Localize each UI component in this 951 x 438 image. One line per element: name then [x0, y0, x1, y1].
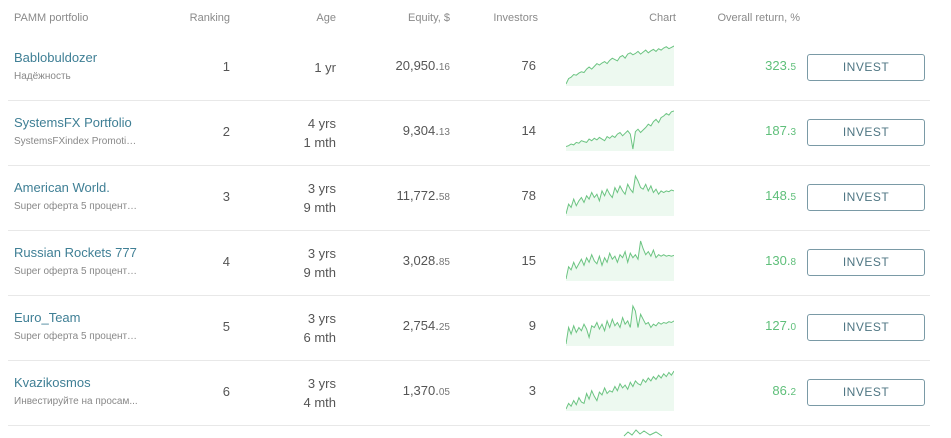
- table-header: PAMM portfolio Ranking Age Equity, $ Inv…: [0, 0, 951, 36]
- invest-button[interactable]: INVEST: [807, 184, 925, 211]
- column-header-pamm-portfolio[interactable]: PAMM portfolio: [14, 12, 89, 24]
- age-value: 1 yr: [314, 60, 336, 75]
- equity-chart: [566, 110, 674, 151]
- chart-area: [566, 241, 674, 281]
- invest-button[interactable]: INVEST: [807, 249, 925, 276]
- investors-count: 9: [528, 318, 536, 333]
- age-value: 3 yrs 4 mth: [303, 376, 336, 410]
- portfolio-name-link[interactable]: American World.: [14, 180, 110, 195]
- ranking-value: 5: [222, 319, 230, 334]
- table-row: SystemsFX Portfolio SystemsFXindex Promo…: [8, 101, 930, 166]
- column-header-age[interactable]: Age: [316, 12, 336, 24]
- portfolio-name-link[interactable]: Russian Rockets 777: [14, 245, 137, 260]
- portfolio-description: SystemsFXindex Promotio...: [14, 136, 139, 147]
- ranking-value: 1: [222, 59, 230, 74]
- portfolio-name-link[interactable]: Euro_Team: [14, 310, 81, 325]
- overall-return-value: 127.0: [765, 318, 796, 333]
- chart-line: [566, 110, 674, 150]
- equity-chart: [566, 45, 674, 86]
- ranking-value: 2: [222, 124, 230, 139]
- portfolio-description: Надёжность: [14, 71, 71, 82]
- chart-area: [566, 176, 674, 216]
- equity-chart: [566, 240, 674, 281]
- portfolio-description: Инвестируйте на просам...: [14, 396, 138, 407]
- table-row: Euro_Team Super оферта 5 процентов... 5 …: [8, 296, 930, 361]
- chart-line: [566, 370, 674, 410]
- investors-count: 3: [528, 383, 536, 398]
- table-row: Russian Rockets 777 Super оферта 5 проце…: [8, 231, 930, 296]
- equity-chart: [566, 304, 674, 346]
- chart-area: [566, 46, 674, 86]
- portfolio-name-link[interactable]: Kvazikosmos: [14, 375, 91, 390]
- age-value: 3 yrs 9 mth: [303, 246, 336, 280]
- invest-button[interactable]: INVEST: [807, 119, 925, 146]
- column-header-equity[interactable]: Equity, $: [408, 12, 450, 24]
- age-value: 3 yrs 6 mth: [303, 311, 336, 345]
- ranking-value: 4: [222, 254, 230, 269]
- portfolio-name-link[interactable]: Bablobuldozer: [14, 50, 98, 65]
- equity-value: 2,754.25: [402, 318, 450, 333]
- equity-value: 3,028.85: [402, 253, 450, 268]
- chart-line: [566, 304, 674, 345]
- overall-return-value: 187.3: [765, 123, 796, 138]
- equity-value: 1,370.05: [402, 383, 450, 398]
- chart-line: [566, 240, 674, 280]
- ranking-value: 6: [222, 384, 230, 399]
- equity-value: 20,950.16: [395, 58, 451, 73]
- invest-button[interactable]: INVEST: [807, 54, 925, 81]
- overall-return-value: 130.8: [765, 253, 796, 268]
- column-header-overall-return[interactable]: Overall return, %: [717, 12, 800, 24]
- equity-value: 9,304.13: [402, 123, 450, 138]
- investors-count: 15: [521, 253, 536, 268]
- portfolio-description: Super оферта 5 процентов...: [14, 266, 139, 277]
- overall-return-value: 323.5: [765, 58, 796, 73]
- portfolio-name-link[interactable]: SystemsFX Portfolio: [14, 115, 132, 130]
- equity-value: 11,772.58: [396, 188, 450, 203]
- table-row: American World. Super оферта 5 процентов…: [8, 166, 930, 231]
- equity-chart: [566, 370, 674, 411]
- table-row: Kvazikosmos Инвестируйте на просам... 6 …: [8, 361, 930, 426]
- equity-chart: [566, 174, 674, 216]
- portfolio-description: Super оферта 5 процентов...: [14, 201, 139, 212]
- chart-area: [566, 111, 674, 151]
- chart-area: [566, 306, 674, 346]
- investors-count: 76: [521, 58, 536, 73]
- invest-button[interactable]: INVEST: [807, 379, 925, 406]
- overall-return-value: 86.2: [772, 383, 796, 398]
- overall-return-value: 148.5: [765, 188, 796, 203]
- age-value: 4 yrs 1 mth: [303, 116, 336, 150]
- next-row-chart-partial: [623, 429, 663, 437]
- investors-count: 78: [521, 188, 536, 203]
- ranking-value: 3: [222, 189, 230, 204]
- chart-line: [566, 45, 674, 85]
- chart-line: [566, 174, 674, 215]
- invest-button[interactable]: INVEST: [807, 314, 925, 341]
- table-row: Bablobuldozer Надёжность 1 1 yr 20,950.1…: [8, 36, 930, 101]
- investors-count: 14: [521, 123, 536, 138]
- column-header-ranking[interactable]: Ranking: [189, 12, 230, 24]
- age-value: 3 yrs 9 mth: [303, 181, 336, 215]
- column-header-investors[interactable]: Investors: [493, 12, 538, 24]
- portfolio-description: Super оферта 5 процентов...: [14, 331, 139, 342]
- column-header-chart: Chart: [649, 12, 676, 24]
